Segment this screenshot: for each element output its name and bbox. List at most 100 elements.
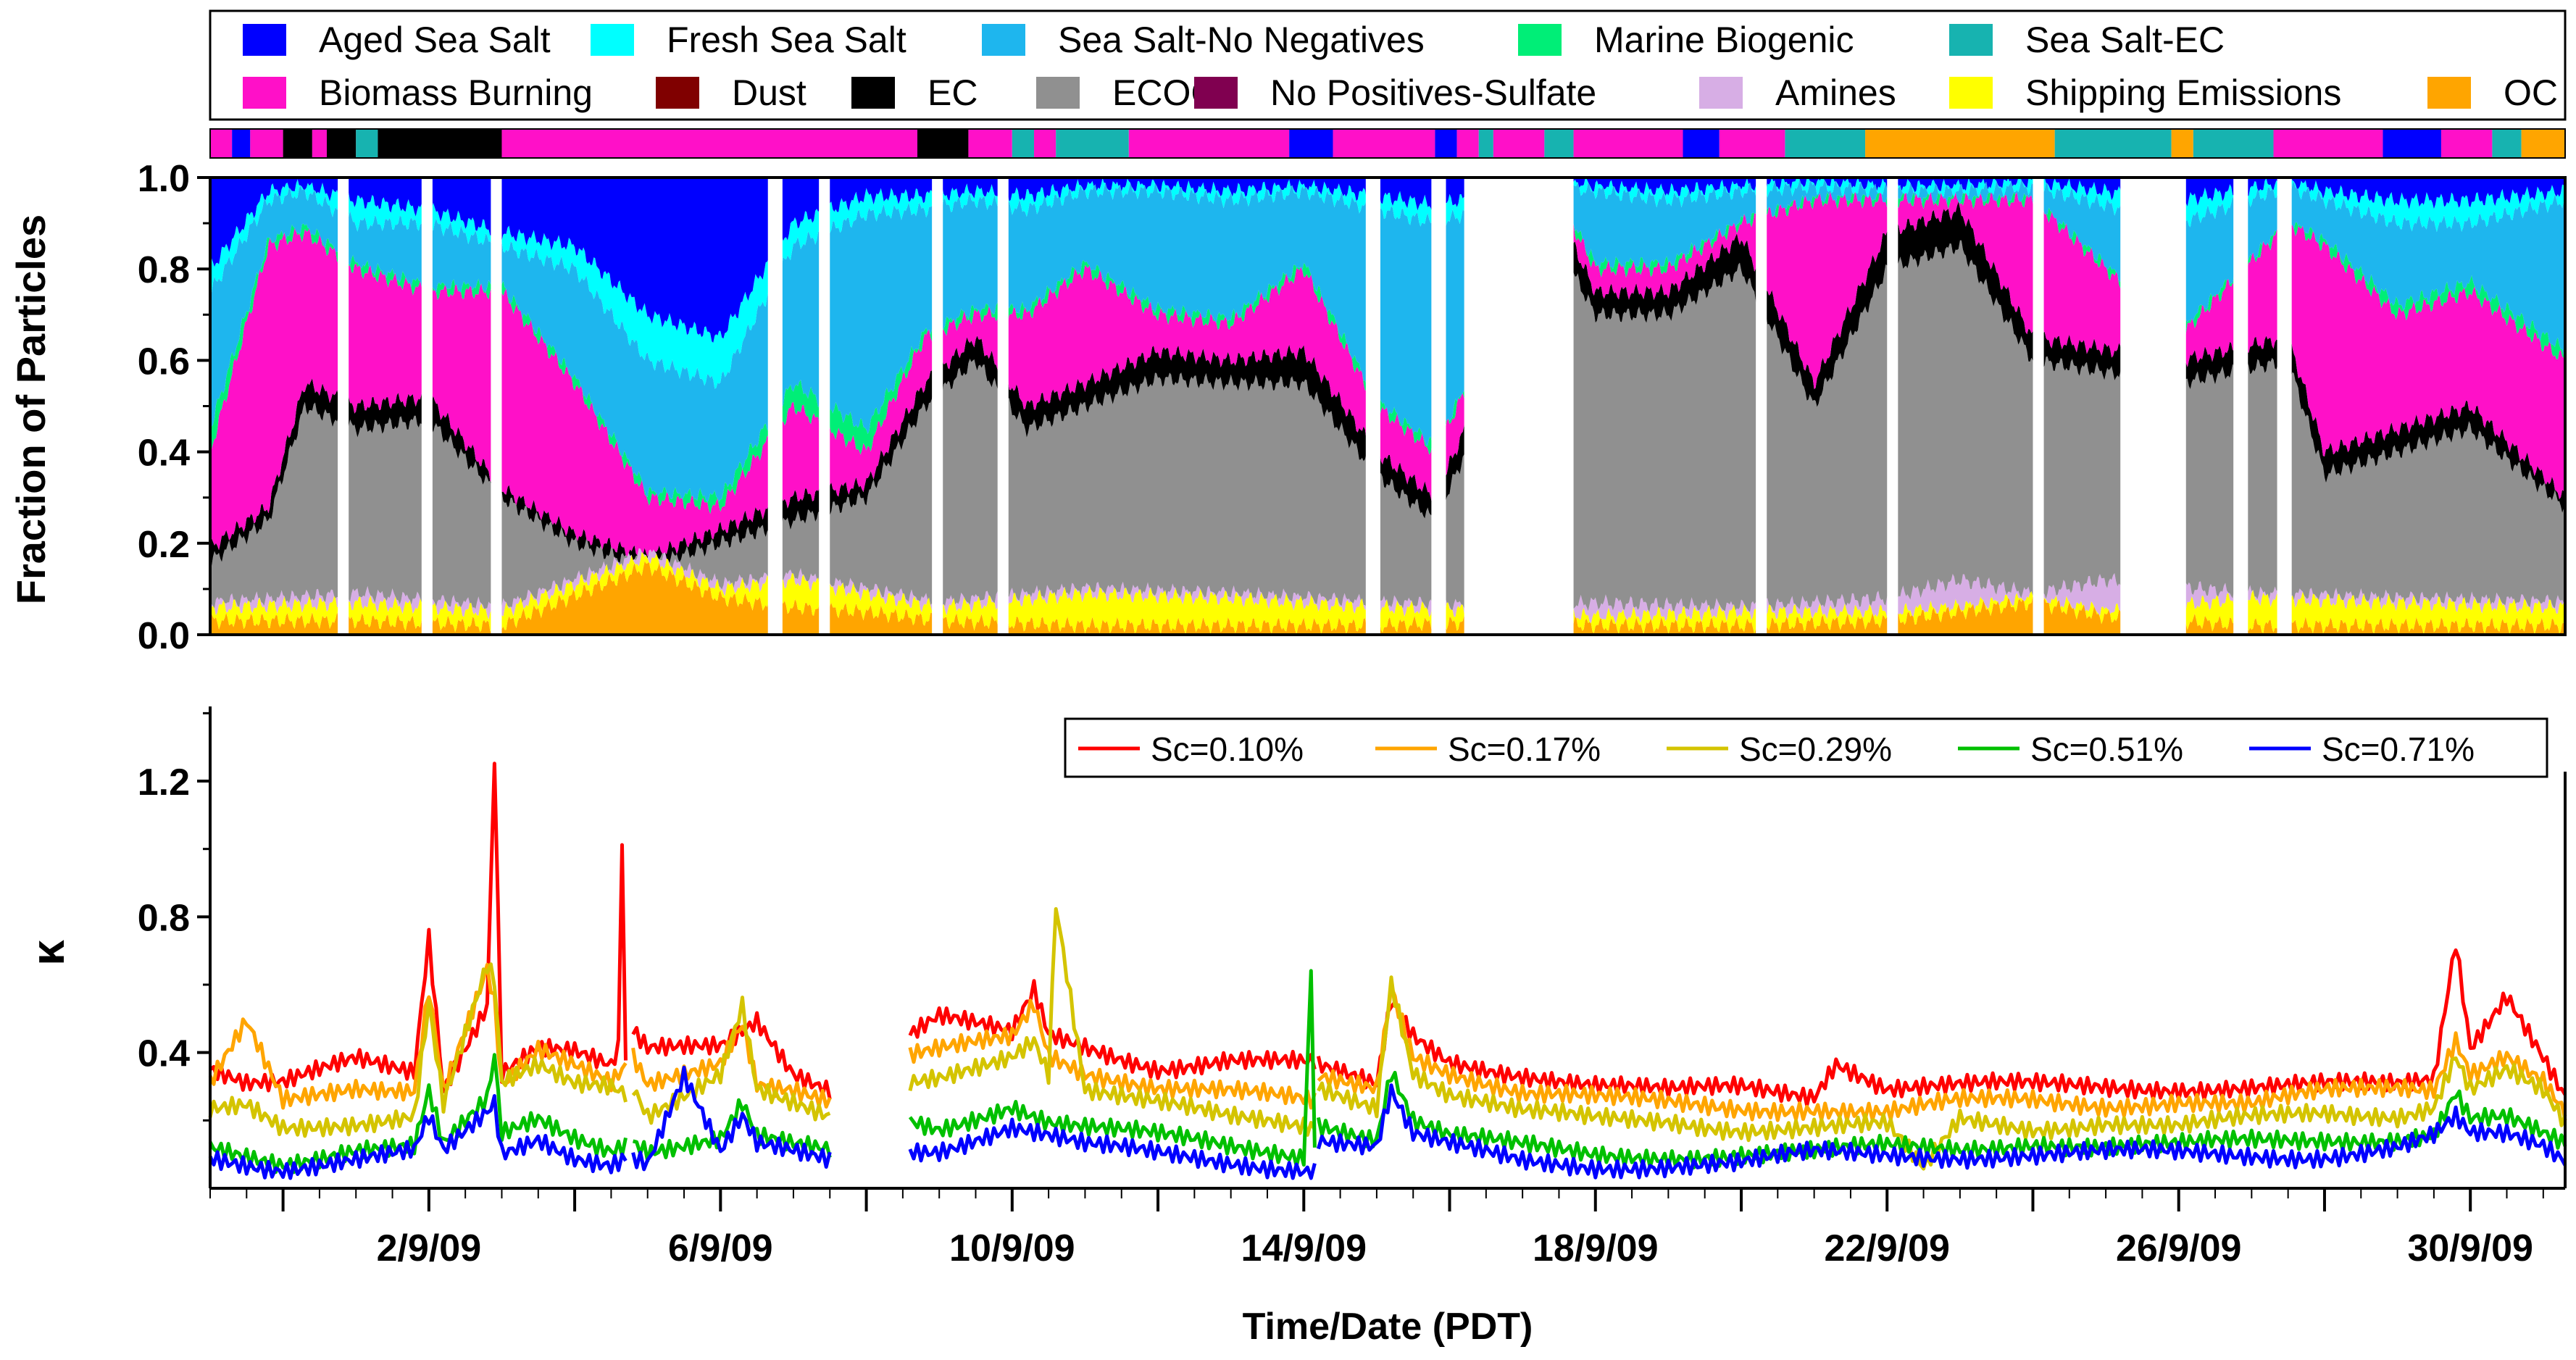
strip-segment (283, 129, 312, 158)
fraction-y-axis-label: Fraction of Particles (8, 214, 54, 604)
data-gap (2233, 176, 2248, 636)
x-tick-label: 18/9/09 (1533, 1227, 1659, 1269)
strip-segment (1719, 129, 1785, 158)
line-sc-0-29pct (908, 907, 1317, 1137)
strip-segment (2171, 129, 2193, 158)
legend-swatch-shipping-emissions (1949, 77, 1993, 109)
kappa-legend-label-sc-0-51pct: Sc=0.51% (2030, 730, 2183, 768)
fraction-y-tick-label: 0.6 (138, 341, 190, 383)
kappa-y-tick-label: 1.2 (138, 762, 190, 804)
kappa-legend-label-sc-0-29pct: Sc=0.29% (1739, 730, 1892, 768)
data-gap (932, 176, 943, 636)
legend-label-sea-salt-no-negatives: Sea Salt-No Negatives (1058, 20, 1425, 60)
line-sc-0-71pct (208, 1094, 628, 1180)
legend-label-aged-sea-salt: Aged Sea Salt (319, 20, 551, 60)
fraction-y-tick-label: 0.4 (138, 433, 190, 475)
kappa-y-tick-label: 0.8 (138, 897, 190, 939)
legend-label-biomass-burning: Biomass Burning (319, 72, 593, 113)
legend-label-oc: OC (2504, 72, 2558, 113)
legend-swatch-sea-salt-ec (1949, 24, 1993, 56)
strip-segment (326, 129, 357, 158)
kappa-y-axis-label: κ (22, 940, 74, 966)
line-sc-0-51pct (208, 1053, 628, 1175)
fraction-y-tick-label: 0.8 (138, 249, 190, 291)
data-gap (421, 176, 433, 636)
line-sc-0-17pct (908, 998, 1317, 1110)
strip-segment (917, 129, 969, 158)
legend-label-fresh-sea-salt: Fresh Sea Salt (667, 20, 906, 60)
strip-segment (250, 129, 283, 158)
fraction-y-tick-label: 0.2 (138, 524, 190, 566)
type-strip-frame (209, 128, 2566, 159)
strip-segment (2492, 129, 2522, 158)
strip-segment (210, 129, 233, 158)
data-gap (767, 176, 783, 636)
area-fresh-sea-salt (210, 178, 2565, 389)
line-sc-0-29pct (208, 962, 628, 1138)
strip-segment (356, 129, 378, 158)
legend-label-dust: Dust (732, 72, 806, 113)
legend-label-no-positives-sulfate: No Positives-Sulfate (1270, 72, 1596, 113)
data-gap (1365, 176, 1380, 636)
area-ecoc (210, 240, 2565, 613)
strip-segment (1456, 129, 1479, 158)
data-gap (1887, 176, 1898, 636)
data-gap (1431, 176, 1446, 636)
data-gap (2033, 176, 2044, 636)
fraction-y-tick-label: 1.0 (138, 158, 190, 200)
x-tick-label: 30/9/09 (2407, 1227, 2533, 1269)
area-aged-sea-salt (210, 178, 2565, 343)
strip-segment (232, 129, 251, 158)
kappa-legend-label-sc-0-10pct: Sc=0.10% (1151, 730, 1304, 768)
strip-segment (1033, 129, 1056, 158)
line-sc-0-10pct (631, 1011, 832, 1100)
kappa-legend-label-sc-0-17pct: Sc=0.17% (1448, 730, 1601, 768)
strip-segment (312, 129, 327, 158)
legend-label-shipping-emissions: Shipping Emissions (2025, 72, 2341, 113)
legend-swatch-ecoc (1036, 77, 1080, 109)
strip-segment (1573, 129, 1683, 158)
legend-swatch-amines (1699, 77, 1743, 109)
data-gap (819, 176, 830, 636)
x-axis-label: Time/Date (PDT) (1243, 1306, 1533, 1348)
line-sc-0-17pct (208, 962, 628, 1110)
fraction-panel: 0.0 0.2 0.4 0.6 0.8 1.0 Fraction of Particles (8, 158, 2567, 657)
kappa-legend-label-sc-0-71pct: Sc=0.71% (2322, 730, 2475, 768)
line-sc-0-10pct (209, 762, 628, 1093)
strip-segment (1493, 129, 1545, 158)
top-legend: Aged Sea Salt Fresh Sea Salt Sea Salt-No N… (209, 9, 2567, 121)
x-tick-label: 6/9/09 (668, 1227, 773, 1269)
strip-segment (1289, 129, 1333, 158)
strip-segment (1478, 129, 1493, 158)
x-tick-label: 22/9/09 (1824, 1227, 1950, 1269)
data-gap (2277, 176, 2292, 636)
line-sc-0-51pct (1316, 1070, 2567, 1169)
strip-segment (1544, 129, 1574, 158)
strip-segment (1785, 129, 1866, 158)
data-gap (1464, 176, 1574, 636)
strip-segment (2273, 129, 2383, 158)
legend-swatch-marine-biogenic (1518, 24, 1562, 56)
strip-segment (2521, 129, 2565, 158)
legend-label-amines: Amines (1775, 72, 1896, 113)
strip-segment (501, 129, 918, 158)
area-shipping-emissions (210, 551, 2565, 635)
strip-segment (2440, 129, 2493, 158)
strip-segment (2193, 129, 2274, 158)
x-tick-label: 10/9/09 (949, 1227, 1075, 1269)
kappa-panel: 0.40.81.2 κ Sc=0.10% Sc=0.17% Sc=0.29% Sc=0… (22, 706, 2567, 1190)
strip-segment (968, 129, 1012, 158)
line-sc-0-71pct (908, 1117, 1317, 1180)
kappa-legend: Sc=0.10% Sc=0.17% Sc=0.29% Sc=0.51% Sc=0.71% (1064, 717, 2548, 778)
strip-segment (1435, 129, 1457, 158)
strip-segment (1056, 129, 1129, 158)
legend-swatch-biomass-burning (243, 77, 286, 109)
line-sc-0-10pct (908, 979, 1317, 1080)
strip-segment (2383, 129, 2441, 158)
x-tick-label: 14/9/09 (1241, 1227, 1367, 1269)
legend-swatch-oc (2427, 77, 2471, 109)
legend-label-ec: EC (928, 72, 978, 113)
line-sc-0-10pct (1316, 948, 2567, 1107)
line-sc-0-71pct (1317, 1083, 2567, 1180)
